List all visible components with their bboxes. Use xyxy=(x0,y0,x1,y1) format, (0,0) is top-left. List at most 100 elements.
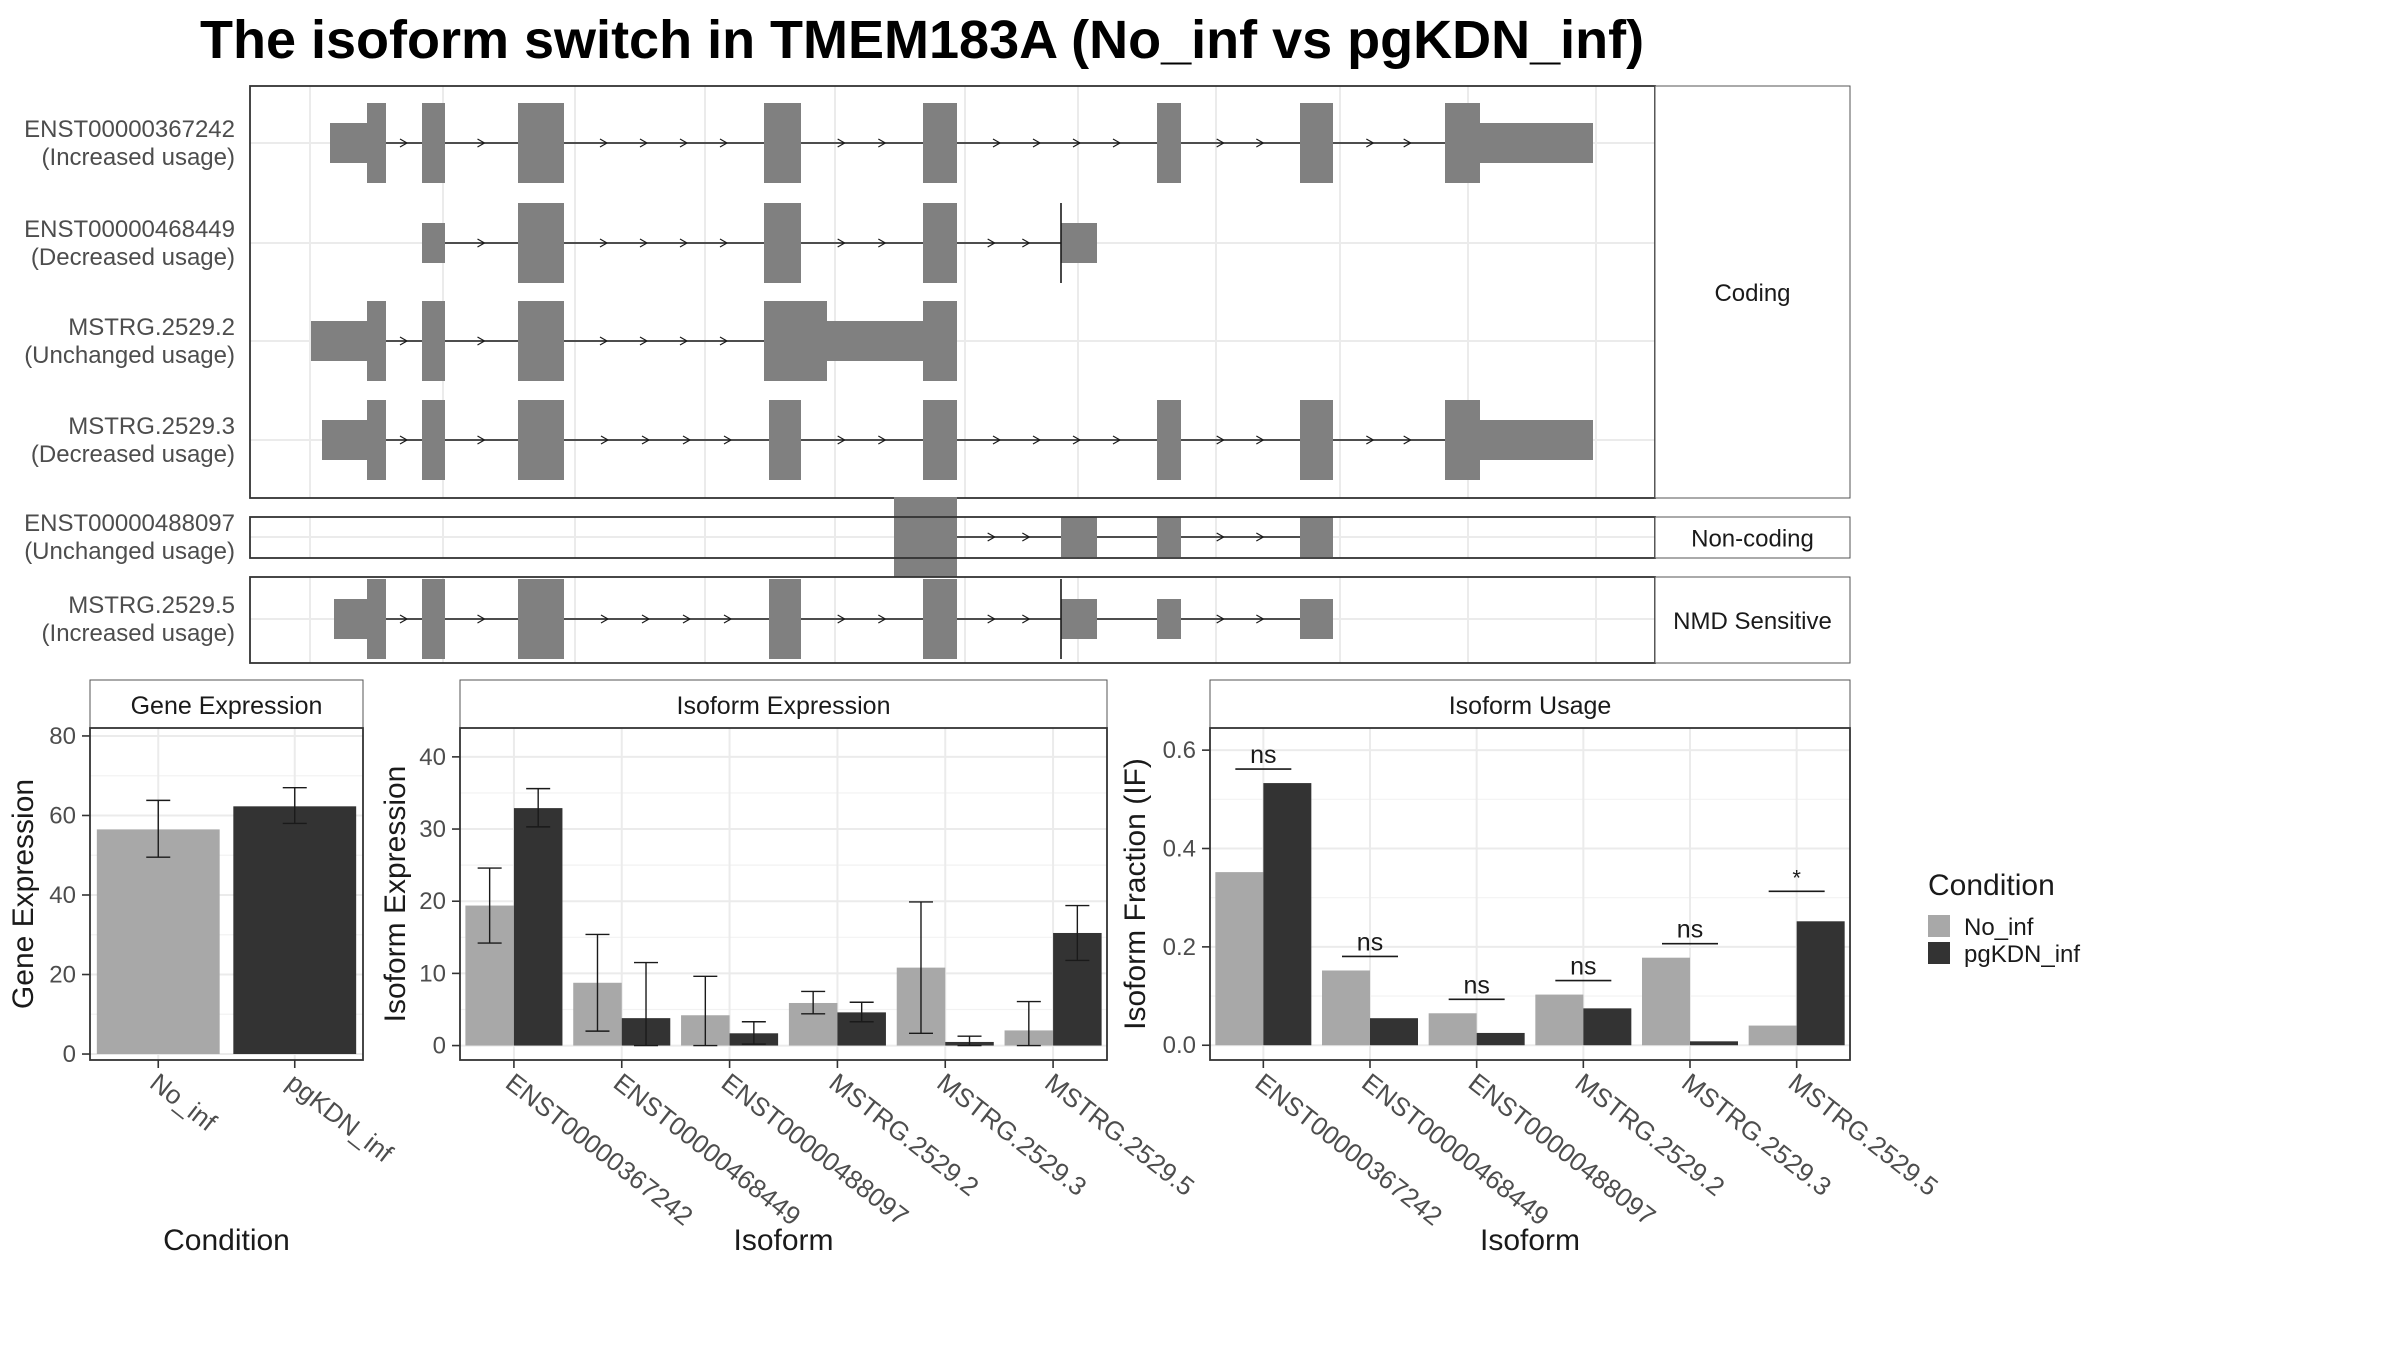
chart-strip xyxy=(459,679,1108,729)
strand-arrow xyxy=(477,336,486,346)
chart-strip-title: Gene Expression xyxy=(131,692,323,720)
strand-arrow xyxy=(878,238,887,248)
exon-block xyxy=(422,579,445,659)
bar-mstrg-2529-3-pgkdn-inf xyxy=(1690,1041,1738,1046)
bar-enst00000468449-pgkdn-inf xyxy=(1370,1018,1418,1046)
chart-isoform-expression: Isoform Expression 0 10 20 30 40 ENST000003672… xyxy=(379,679,1200,1257)
isoform-label: ENST00000468449 xyxy=(24,216,235,243)
bar-enst00000367242-pgkdn-inf xyxy=(1263,783,1312,1046)
cds-start-block xyxy=(518,203,536,283)
y-tick-label: 40 xyxy=(419,744,446,771)
strand-arrow xyxy=(837,614,846,624)
strand-arrow xyxy=(992,435,1002,445)
y-tick-label: 0 xyxy=(63,1041,76,1068)
strand-arrow xyxy=(987,614,996,624)
strand-arrow xyxy=(1072,138,1082,148)
exon-block xyxy=(923,301,957,381)
strand-arrow xyxy=(1072,435,1082,445)
usage-label: (Decreased usage) xyxy=(31,244,235,271)
expression-charts: Gene Expression 0 20 40 60 80 No_inf pgKDN_inf C… xyxy=(7,679,1944,1257)
legend-swatch-no-inf xyxy=(1928,915,1950,937)
exon-block xyxy=(422,400,445,480)
exon-block xyxy=(367,579,386,659)
chart-strip-title: Isoform Expression xyxy=(677,692,891,720)
strand-arrow xyxy=(878,138,887,148)
chart-strip-title: Isoform Usage xyxy=(1449,692,1612,720)
strand-arrow xyxy=(1403,138,1412,148)
strand-arrow xyxy=(639,336,649,346)
bar-enst00000488097-no-inf xyxy=(1428,1013,1477,1046)
bar-mstrg-2529-5-pgkdn-inf xyxy=(1796,921,1845,1046)
exon-block xyxy=(367,301,386,381)
strand-arrow xyxy=(1022,614,1031,624)
utr-block xyxy=(422,223,445,263)
utr-block xyxy=(334,599,367,639)
strand-arrow xyxy=(679,238,689,248)
utr-block xyxy=(330,123,367,163)
usage-label: (Increased usage) xyxy=(42,620,235,647)
significance-label: ns xyxy=(1357,928,1383,956)
y-tick-label: 0.0 xyxy=(1163,1032,1196,1059)
strand-arrow xyxy=(723,614,733,624)
isoform-row-mstrg-2529-3: MSTRG.2529.3(Decreased usage) xyxy=(31,400,1593,480)
exon-block xyxy=(1445,400,1480,480)
strand-arrow xyxy=(1366,138,1375,148)
legend-label-no-inf: No_inf xyxy=(1964,914,2034,941)
exon-block xyxy=(1445,103,1480,183)
exon-block xyxy=(518,301,564,381)
y-tick-label: 10 xyxy=(419,960,446,987)
strand-arrow xyxy=(1216,532,1225,542)
strand-arrow xyxy=(599,336,609,346)
strand-arrow xyxy=(599,238,609,248)
usage-label: (Increased usage) xyxy=(42,144,235,171)
bar-enst00000367242-pgkdn-inf xyxy=(513,808,563,1046)
strand-arrow xyxy=(878,614,887,624)
strand-arrow xyxy=(837,138,846,148)
strand-arrow xyxy=(1216,614,1225,624)
exon-block xyxy=(422,103,445,183)
x-axis-title: Isoform xyxy=(733,1224,833,1257)
strand-arrow xyxy=(1256,138,1265,148)
chart-panel-border xyxy=(459,727,1108,1061)
exon-block xyxy=(764,301,827,381)
x-tick-label: ENST00000468449 xyxy=(1356,1067,1554,1231)
x-tick-label: ENST00000488097 xyxy=(1463,1067,1661,1231)
strand-arrow xyxy=(987,238,996,248)
exon-block xyxy=(764,103,801,183)
y-tick-label: 0.4 xyxy=(1163,836,1196,863)
exon-block xyxy=(923,103,957,183)
exon-block xyxy=(1300,103,1333,183)
strand-arrow xyxy=(682,614,692,624)
isoform-label: ENST00000367242 xyxy=(24,116,235,143)
x-tick-label: No_inf xyxy=(145,1067,223,1137)
bar-enst00000488097-pgkdn-inf xyxy=(1476,1032,1525,1046)
chart-gene-expression: Gene Expression 0 20 40 60 80 No_inf pgKDN_inf C… xyxy=(7,679,399,1257)
strand-arrow xyxy=(399,138,409,148)
strand-arrow xyxy=(719,238,729,248)
legend-label-pgkdn-inf: pgKDN_inf xyxy=(1964,941,2080,968)
strand-arrow xyxy=(600,614,610,624)
usage-label: (Unchanged usage) xyxy=(24,342,235,369)
category-strip xyxy=(1654,85,1851,499)
isoform-structure-panel: ENST00000367242(Increased usage)ENST0000… xyxy=(24,85,1851,664)
exon-block xyxy=(923,579,957,659)
bar-enst00000468449-no-inf xyxy=(1322,970,1370,1046)
isoform-label: MSTRG.2529.3 xyxy=(68,413,235,440)
bar-pgkdn-inf xyxy=(233,806,357,1055)
x-tick-label: ENST00000488097 xyxy=(716,1067,914,1231)
strand-arrow xyxy=(679,138,689,148)
strand-arrow xyxy=(1032,435,1042,445)
exon-block xyxy=(923,203,957,283)
strand-arrow xyxy=(1022,532,1031,542)
exon-block xyxy=(518,103,564,183)
isoform-row-mstrg-2529-2: MSTRG.2529.2(Unchanged usage) xyxy=(24,301,957,381)
strand-arrow xyxy=(1403,435,1412,445)
strand-arrow xyxy=(719,336,729,346)
chart-strip xyxy=(1209,679,1851,729)
y-tick-label: 80 xyxy=(49,723,76,750)
strand-arrow xyxy=(679,336,689,346)
group-non-coding: ENST00000488097(Unchanged usage) Non-codi… xyxy=(24,497,1851,577)
exon-block xyxy=(367,103,386,183)
strand-arrow xyxy=(682,435,692,445)
exon-block xyxy=(1157,400,1181,480)
